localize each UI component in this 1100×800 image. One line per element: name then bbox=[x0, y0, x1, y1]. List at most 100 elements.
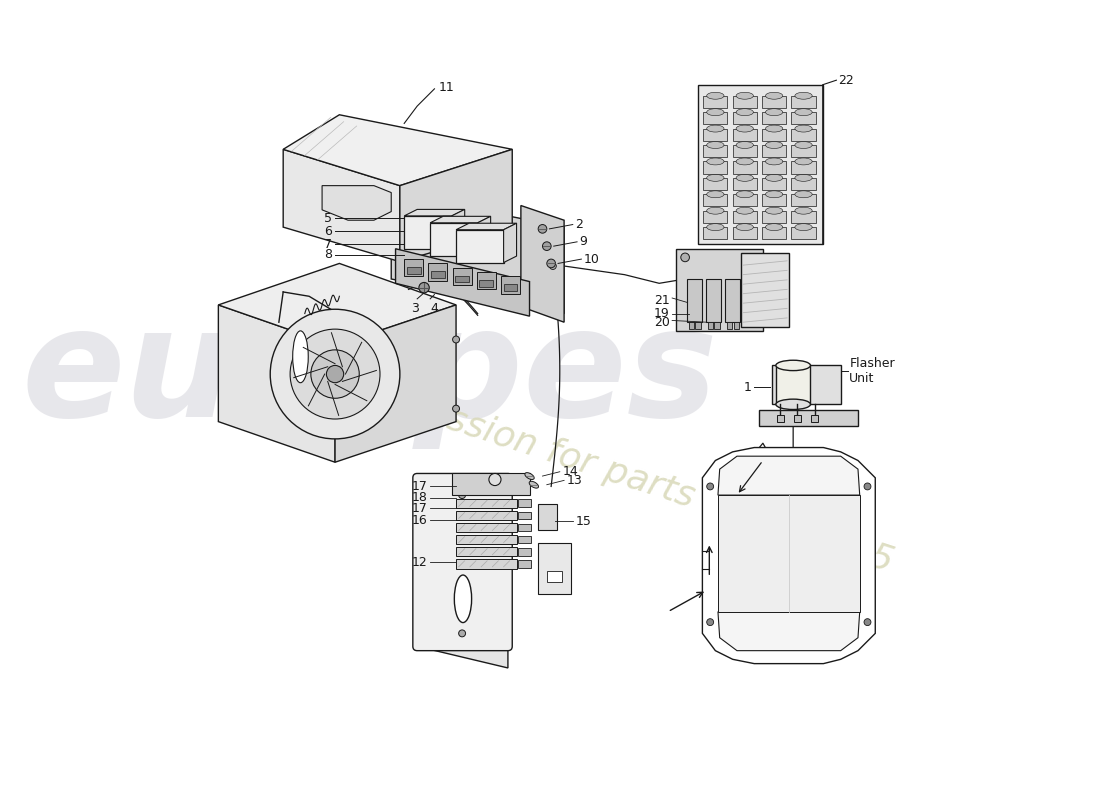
Ellipse shape bbox=[766, 142, 783, 149]
Bar bbox=[759, 410, 858, 426]
Ellipse shape bbox=[766, 224, 783, 230]
Bar bbox=[706, 279, 722, 322]
Text: 3: 3 bbox=[411, 302, 419, 315]
Bar bbox=[791, 194, 815, 206]
Bar bbox=[538, 542, 571, 594]
Polygon shape bbox=[283, 150, 400, 262]
Bar bbox=[777, 414, 783, 422]
FancyBboxPatch shape bbox=[412, 474, 513, 650]
Polygon shape bbox=[400, 150, 513, 262]
Bar bbox=[762, 96, 786, 108]
Text: 17: 17 bbox=[411, 480, 428, 493]
Ellipse shape bbox=[706, 92, 724, 99]
Text: 19: 19 bbox=[653, 307, 670, 320]
Circle shape bbox=[271, 310, 400, 439]
Bar bbox=[703, 178, 727, 190]
Bar bbox=[762, 210, 786, 223]
Bar bbox=[689, 322, 694, 329]
Bar bbox=[703, 129, 727, 141]
Ellipse shape bbox=[736, 207, 754, 214]
Ellipse shape bbox=[766, 109, 783, 116]
Text: 16: 16 bbox=[411, 514, 428, 526]
Ellipse shape bbox=[706, 125, 724, 132]
Bar bbox=[727, 322, 732, 329]
Ellipse shape bbox=[706, 142, 724, 149]
Bar bbox=[456, 547, 517, 557]
Text: 9: 9 bbox=[580, 235, 587, 248]
Bar bbox=[455, 275, 469, 282]
Text: 4: 4 bbox=[430, 302, 439, 315]
Bar bbox=[456, 510, 517, 520]
Bar bbox=[791, 210, 815, 223]
Ellipse shape bbox=[795, 158, 812, 165]
Circle shape bbox=[549, 262, 557, 270]
Text: 11: 11 bbox=[439, 81, 454, 94]
Bar bbox=[456, 522, 517, 532]
Bar bbox=[762, 194, 786, 206]
Bar bbox=[430, 223, 477, 256]
Circle shape bbox=[706, 618, 714, 626]
Text: 14: 14 bbox=[562, 466, 579, 478]
Polygon shape bbox=[219, 263, 456, 346]
Polygon shape bbox=[477, 216, 491, 256]
Bar bbox=[762, 112, 786, 124]
Ellipse shape bbox=[766, 207, 783, 214]
Ellipse shape bbox=[706, 174, 724, 182]
Bar bbox=[518, 511, 531, 519]
Ellipse shape bbox=[736, 109, 754, 116]
Text: 15: 15 bbox=[575, 514, 591, 527]
Ellipse shape bbox=[795, 207, 812, 214]
Bar bbox=[480, 280, 493, 286]
Circle shape bbox=[488, 474, 501, 486]
Bar bbox=[428, 263, 448, 281]
Bar bbox=[771, 366, 840, 404]
Polygon shape bbox=[283, 114, 513, 186]
Bar bbox=[791, 227, 815, 239]
Bar bbox=[407, 267, 420, 274]
Polygon shape bbox=[703, 447, 876, 664]
Bar bbox=[762, 129, 786, 141]
Bar bbox=[733, 210, 757, 223]
Ellipse shape bbox=[706, 224, 724, 230]
Bar bbox=[733, 96, 757, 108]
Bar bbox=[518, 499, 531, 507]
Text: 18: 18 bbox=[411, 491, 428, 504]
Ellipse shape bbox=[529, 482, 539, 488]
Text: 5: 5 bbox=[324, 212, 332, 225]
Bar bbox=[762, 178, 786, 190]
Bar bbox=[718, 495, 860, 612]
Bar bbox=[452, 474, 529, 495]
Bar bbox=[695, 322, 701, 329]
Circle shape bbox=[538, 225, 547, 233]
Ellipse shape bbox=[706, 109, 724, 116]
Bar bbox=[741, 253, 789, 326]
Circle shape bbox=[311, 350, 360, 398]
Circle shape bbox=[547, 259, 556, 268]
Ellipse shape bbox=[736, 92, 754, 99]
Polygon shape bbox=[404, 210, 464, 216]
Ellipse shape bbox=[736, 142, 754, 149]
Bar bbox=[733, 112, 757, 124]
Circle shape bbox=[542, 242, 551, 250]
Polygon shape bbox=[417, 478, 508, 668]
Polygon shape bbox=[336, 305, 456, 462]
Bar bbox=[733, 129, 757, 141]
Ellipse shape bbox=[706, 158, 724, 165]
Circle shape bbox=[452, 405, 460, 412]
Text: 6: 6 bbox=[324, 225, 332, 238]
Text: europes: europes bbox=[21, 299, 718, 449]
Circle shape bbox=[706, 483, 714, 490]
Polygon shape bbox=[718, 456, 860, 495]
Ellipse shape bbox=[736, 174, 754, 182]
Circle shape bbox=[452, 336, 460, 343]
Ellipse shape bbox=[795, 125, 812, 132]
Bar bbox=[456, 559, 517, 569]
Ellipse shape bbox=[795, 142, 812, 149]
Polygon shape bbox=[322, 186, 392, 220]
Ellipse shape bbox=[795, 191, 812, 198]
Text: 20: 20 bbox=[653, 316, 670, 329]
Ellipse shape bbox=[766, 158, 783, 165]
Circle shape bbox=[864, 483, 871, 490]
Ellipse shape bbox=[525, 473, 535, 479]
Ellipse shape bbox=[766, 125, 783, 132]
